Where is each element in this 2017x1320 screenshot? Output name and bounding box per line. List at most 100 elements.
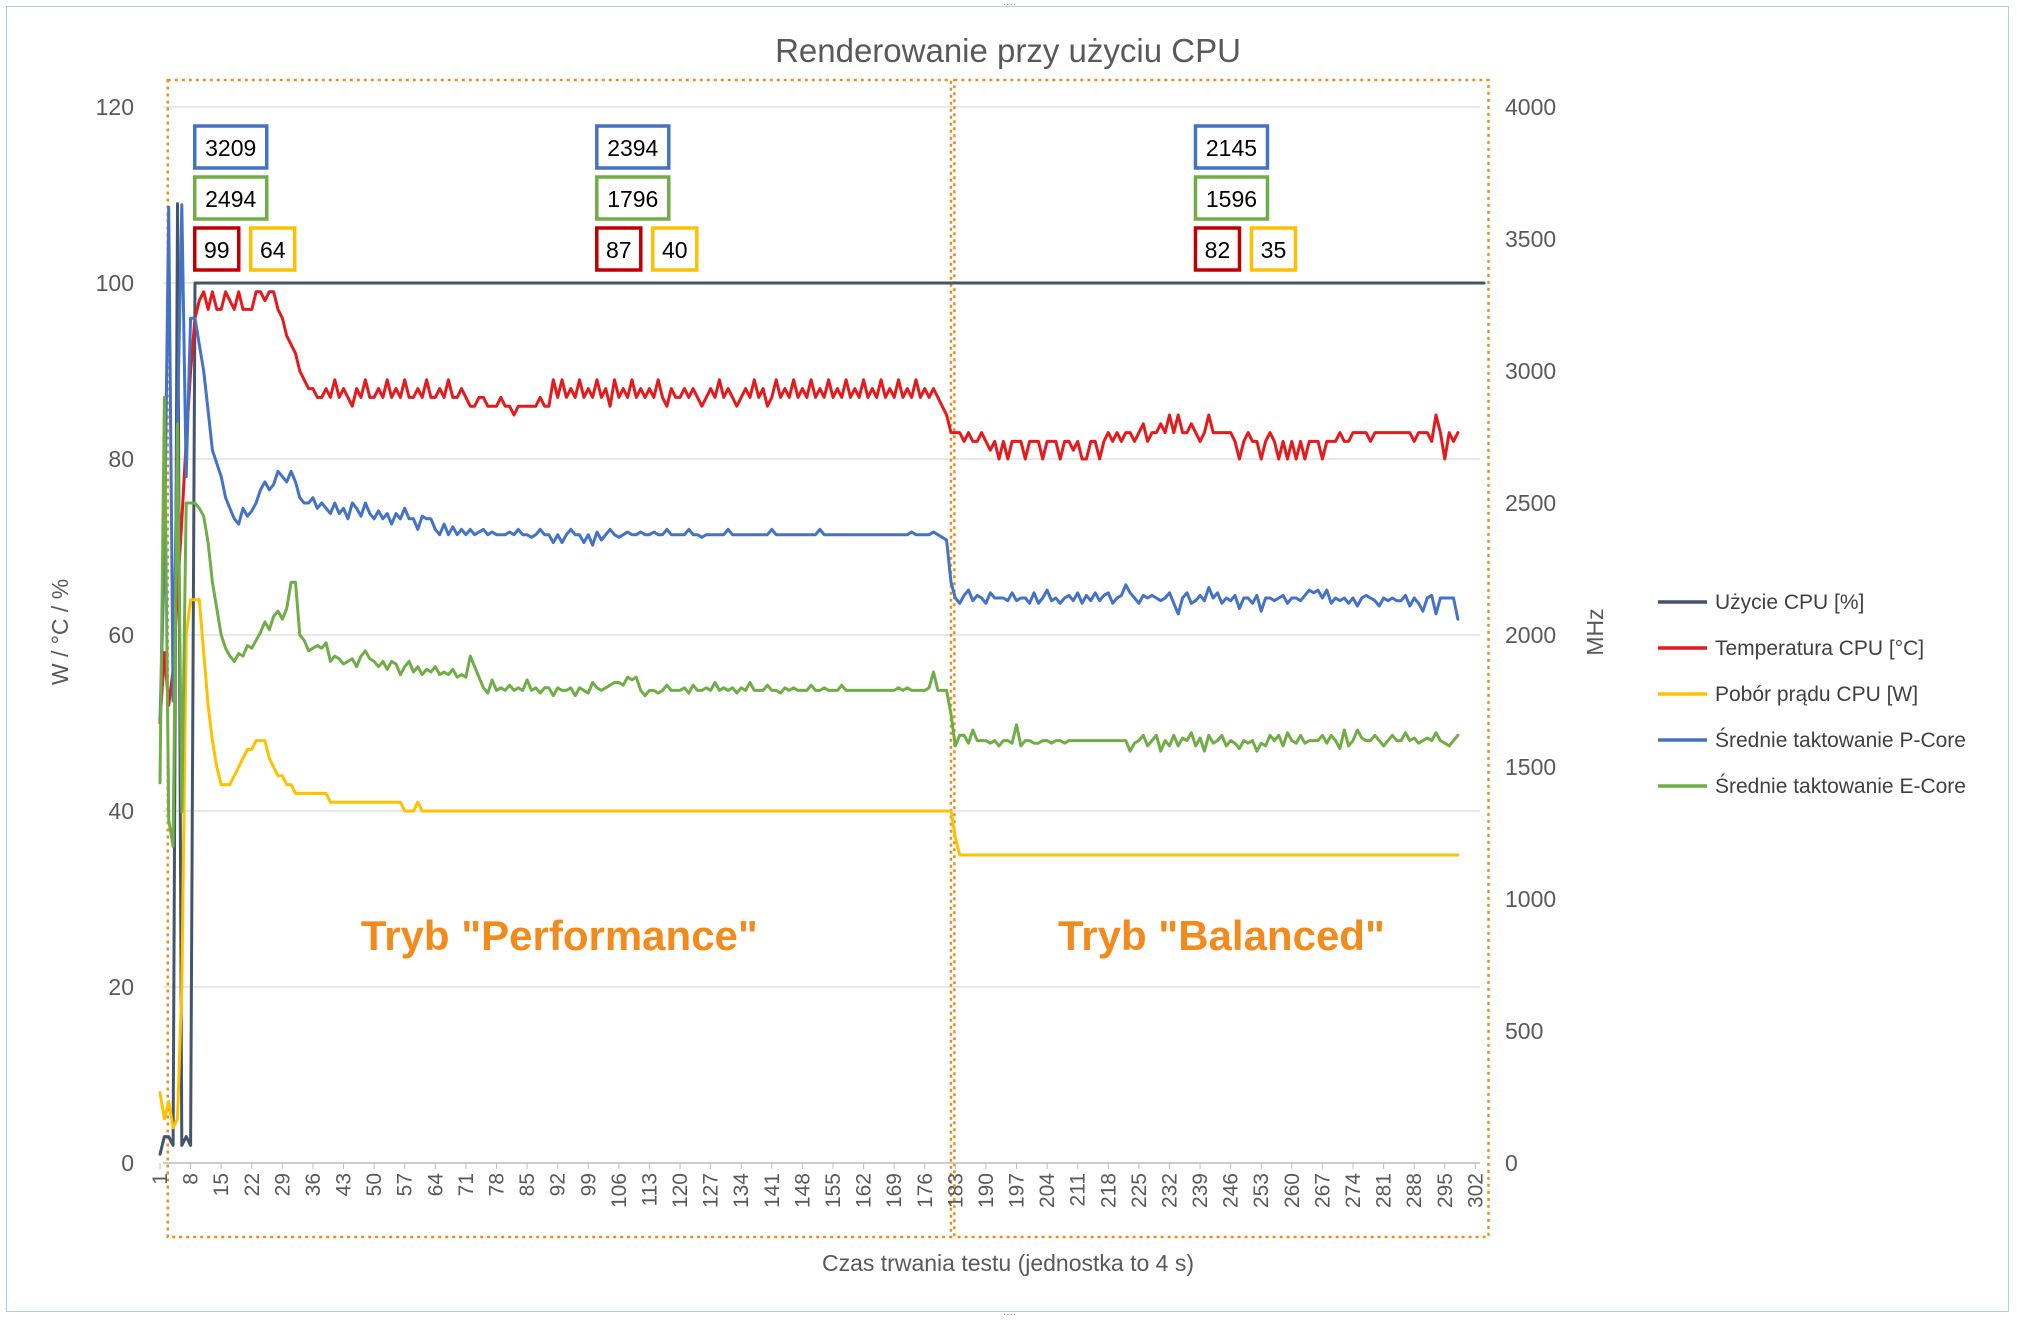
x-tick-label: 260 — [1281, 1173, 1304, 1208]
callout-value: 3209 — [205, 135, 256, 161]
mode-regions: Tryb "Performance" Tryb "Balanced" — [166, 78, 1490, 1239]
callout-border — [192, 226, 241, 272]
x-tick-label: 183 — [944, 1173, 967, 1208]
x-tick-label: 71 — [455, 1173, 478, 1196]
callout-border — [1193, 226, 1242, 272]
callout-value: 99 — [204, 237, 230, 263]
x-axis-title: Czas trwania testu (jednostka to 4 s) — [822, 1250, 1194, 1276]
callout-box: 1796 — [595, 175, 671, 221]
callout-value: 2145 — [1206, 135, 1257, 161]
y2-tick-label: 1500 — [1505, 754, 1556, 780]
y-tick-label: 40 — [108, 798, 134, 824]
x-tick-label: 1 — [149, 1173, 172, 1185]
legend: Użycie CPU [%] Temperatura CPU [°C] Pobór … — [1658, 591, 1966, 798]
x-tick-label: 218 — [1097, 1173, 1120, 1208]
x-tick-label: 8 — [180, 1173, 203, 1185]
x-tick-label: 295 — [1434, 1173, 1457, 1208]
callout-value: 2494 — [205, 186, 256, 212]
x-tick-label: 288 — [1403, 1173, 1426, 1208]
series-line-pobor-pradu-cpu-w — [158, 598, 1460, 1130]
legend-entry: Średnie taktowanie E-Core — [1715, 774, 1966, 798]
callout-value: 64 — [260, 237, 286, 263]
x-tick-label: 106 — [608, 1173, 631, 1208]
value-callouts: 3209 2494 99 64 2394 1796 87 40 2145 1596 82 35 — [192, 124, 1298, 272]
callout-box: 2494 — [192, 175, 269, 221]
y-tick-label: 100 — [96, 270, 134, 296]
legend-entry: Użycie CPU [%] — [1715, 591, 1864, 614]
y2-tick-label: 3000 — [1505, 358, 1556, 384]
callout-border — [1193, 124, 1270, 170]
series-line-uzycie-cpu — [158, 202, 1486, 1156]
callout-value: 82 — [1205, 237, 1231, 263]
callout-box: 35 — [1249, 226, 1298, 272]
mode-region-label: Tryb "Balanced" — [1058, 912, 1385, 959]
y2-tick-label: 1000 — [1505, 886, 1556, 912]
x-tick-label: 155 — [822, 1173, 845, 1208]
mode-region-box — [166, 78, 953, 1239]
x-tick-label: 169 — [883, 1173, 906, 1208]
callout-box: 87 — [595, 226, 643, 272]
callout-border — [595, 124, 671, 170]
callout-value: 1796 — [607, 186, 658, 212]
resize-handle-top[interactable]: ···· — [1003, 0, 1017, 10]
x-tick-label: 43 — [333, 1173, 356, 1196]
callout-border — [651, 226, 699, 272]
callout-border — [192, 175, 269, 221]
x-tick-label: 15 — [210, 1173, 233, 1196]
x-tick-label: 120 — [669, 1173, 692, 1208]
callout-border — [1193, 175, 1270, 221]
x-tick-label: 64 — [424, 1173, 447, 1197]
y-tick-label: 120 — [96, 94, 134, 120]
x-tick-label: 113 — [638, 1173, 661, 1206]
callout-border — [192, 124, 269, 170]
callout-box: 64 — [248, 226, 297, 272]
x-tick-label: 50 — [363, 1173, 386, 1196]
x-tick-label: 99 — [577, 1173, 600, 1196]
y-tick-label: 0 — [121, 1150, 134, 1176]
x-tick-label: 134 — [730, 1173, 753, 1208]
series-line-srednie-taktowanie-p-core — [158, 203, 1460, 721]
series-line-srednie-taktowanie-e-core — [158, 395, 1460, 848]
callout-box: 99 — [192, 226, 241, 272]
mode-region-label: Tryb "Performance" — [361, 912, 758, 959]
y2-tick-label: 2000 — [1505, 622, 1556, 648]
callout-border — [595, 175, 671, 221]
x-tick-label: 36 — [302, 1173, 325, 1196]
y-tick-label: 20 — [108, 974, 134, 1000]
callout-box: 2145 — [1193, 124, 1270, 170]
callout-box: 3209 — [192, 124, 269, 170]
x-tick-label: 190 — [975, 1173, 998, 1208]
x-tick-label: 141 — [761, 1173, 784, 1208]
x-tick-label: 239 — [1189, 1173, 1212, 1208]
y2-axis-title: MHz — [1582, 608, 1608, 655]
x-tick-label: 127 — [700, 1173, 723, 1208]
x-tick-label: 29 — [271, 1173, 294, 1196]
x-tick-label: 92 — [547, 1173, 570, 1196]
x-tick-label: 225 — [1128, 1173, 1151, 1208]
callout-value: 1596 — [1206, 186, 1257, 212]
callout-value: 40 — [662, 237, 688, 263]
legend-entry: Pobór prądu CPU [W] — [1715, 683, 1918, 706]
y-tick-label: 80 — [108, 446, 134, 472]
x-tick-label: 22 — [241, 1173, 264, 1196]
y2-tick-label: 500 — [1505, 1018, 1543, 1044]
callout-box: 40 — [651, 226, 699, 272]
y-axis-title: W / °C / % — [47, 579, 73, 685]
y2-tick-label: 3500 — [1505, 226, 1556, 252]
x-tick-label: 57 — [394, 1173, 417, 1196]
x-tick-label: 197 — [1006, 1173, 1029, 1208]
chart-frame — [6, 6, 2009, 1312]
legend-entry: Temperatura CPU [°C] — [1715, 637, 1924, 660]
mode-region-box — [953, 78, 1490, 1239]
resize-handle-bottom[interactable]: ···· — [1003, 1309, 1017, 1320]
x-tick-label: 232 — [1158, 1173, 1181, 1208]
x-tick-label: 211 — [1067, 1173, 1090, 1206]
y2-tick-label: 2500 — [1505, 490, 1556, 516]
x-tick-label: 78 — [485, 1173, 508, 1196]
callout-box: 1596 — [1193, 175, 1270, 221]
x-tick-label: 148 — [791, 1173, 814, 1208]
x-tick-label: 267 — [1311, 1173, 1334, 1208]
axes: 0 20 40 60 80 100 120 0 500 1000 1500 2000 2500 3000 3… — [96, 94, 1557, 1208]
x-tick-label: 204 — [1036, 1173, 1059, 1208]
